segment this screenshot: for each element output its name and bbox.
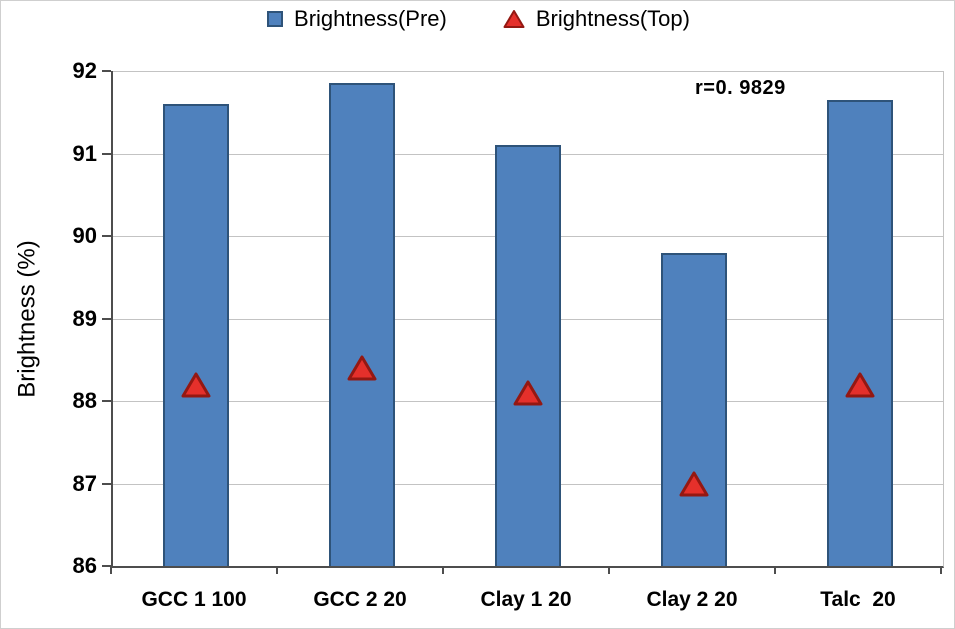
y-tick-mark [102, 152, 111, 155]
bar-series-legend-icon [267, 11, 284, 27]
y-tick-mark [102, 400, 111, 402]
x-tick-mark [940, 566, 942, 574]
x-tick-label: GCC 1 100 [141, 588, 247, 611]
bar-clay-1-20 [495, 145, 561, 566]
x-tick-mark [608, 566, 610, 574]
y-tick-mark [102, 70, 111, 72]
gridline [113, 71, 943, 72]
legend-label-brightness-pre: Brightness(Pre) [294, 6, 447, 31]
bar-gcc-2-20 [329, 83, 395, 566]
triangle-marker [845, 372, 875, 397]
y-tick-mark [102, 235, 111, 237]
x-tick-label: Clay 2 20 [646, 588, 738, 611]
x-tick-mark [276, 566, 278, 574]
x-tick-mark [110, 566, 112, 574]
chart-legend: Brightness(Pre) Brightness(Top) [1, 6, 954, 32]
legend-item-brightness-pre: Brightness(Pre) [267, 6, 447, 32]
bar-gcc-1-100 [163, 104, 229, 566]
y-tick-mark [102, 317, 111, 320]
x-tick-mark [442, 566, 444, 574]
triangle-marker [181, 372, 211, 397]
legend-item-brightness-top: Brightness(Top) [503, 6, 690, 32]
triangle-series-legend-icon [503, 10, 525, 28]
y-tick-label: 89 [72, 305, 97, 331]
triangle-marker [679, 471, 709, 496]
y-tick-label: 92 [72, 58, 97, 83]
x-tick-label: Clay 1 20 [480, 588, 572, 611]
y-tick-mark [102, 482, 111, 485]
triangle-marker [347, 355, 377, 381]
y-tick-label: 91 [72, 140, 97, 166]
plot-area [111, 71, 944, 568]
bar-talc-20 [827, 99, 893, 566]
legend-label-brightness-top: Brightness(Top) [535, 6, 690, 31]
correlation-coefficient: r=0. 9829 [695, 77, 786, 99]
x-tick-label: Talc 20 [820, 588, 896, 611]
bar-clay-2-20 [661, 252, 727, 566]
x-tick-label: GCC 2 20 [313, 588, 407, 611]
y-tick-label: 88 [72, 388, 97, 413]
y-tick-label: 87 [72, 470, 97, 496]
x-tick-mark [774, 566, 776, 574]
y-tick-mark [102, 565, 111, 567]
y-tick-label: 86 [72, 553, 97, 578]
triangle-marker [513, 380, 543, 406]
y-tick-label: 90 [72, 223, 97, 248]
